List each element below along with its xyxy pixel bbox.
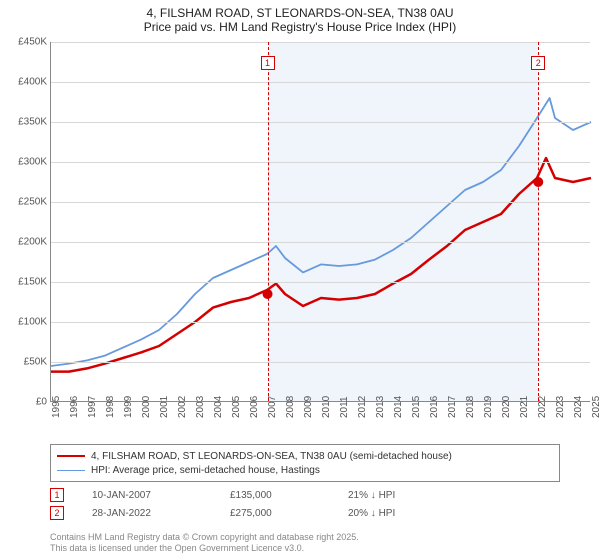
x-axis-label: 2023 <box>555 396 566 418</box>
x-axis-label: 1999 <box>123 396 134 418</box>
x-axis-label: 1997 <box>87 396 98 418</box>
y-axis-label: £50K <box>5 357 47 368</box>
x-axis-label: 2021 <box>519 396 530 418</box>
footer: Contains HM Land Registry data © Crown c… <box>50 532 359 554</box>
legend-swatch-1 <box>57 455 85 457</box>
legend-swatch-2 <box>57 470 85 471</box>
x-axis-label: 2012 <box>357 396 368 418</box>
event-table: 1 10-JAN-2007 £135,000 21% ↓ HPI 2 28-JA… <box>50 486 395 522</box>
x-axis-label: 2025 <box>591 396 600 418</box>
x-axis-label: 2014 <box>393 396 404 418</box>
y-axis-label: £200K <box>5 237 47 248</box>
y-axis-label: £0 <box>5 397 47 408</box>
x-axis-label: 2006 <box>249 396 260 418</box>
x-axis-label: 2003 <box>195 396 206 418</box>
legend-row-2: HPI: Average price, semi-detached house,… <box>57 463 553 477</box>
x-axis-label: 2013 <box>375 396 386 418</box>
event-marker-box: 2 <box>531 56 545 70</box>
legend-row-1: 4, FILSHAM ROAD, ST LEONARDS-ON-SEA, TN3… <box>57 449 553 463</box>
event-marker-2: 2 <box>50 506 64 520</box>
y-axis-label: £100K <box>5 317 47 328</box>
x-axis-label: 2018 <box>465 396 476 418</box>
x-axis-label: 2020 <box>501 396 512 418</box>
title-line-2: Price paid vs. HM Land Registry's House … <box>0 20 600 34</box>
legend: 4, FILSHAM ROAD, ST LEONARDS-ON-SEA, TN3… <box>50 444 560 482</box>
footer-line-1: Contains HM Land Registry data © Crown c… <box>50 532 359 543</box>
x-axis-label: 2016 <box>429 396 440 418</box>
y-axis-label: £450K <box>5 37 47 48</box>
x-axis-label: 2001 <box>159 396 170 418</box>
event-date-1: 10-JAN-2007 <box>92 490 202 501</box>
event-row-1: 1 10-JAN-2007 £135,000 21% ↓ HPI <box>50 486 395 504</box>
x-axis-label: 2002 <box>177 396 188 418</box>
x-axis-label: 1996 <box>69 396 80 418</box>
x-axis-label: 2010 <box>321 396 332 418</box>
y-axis-label: £250K <box>5 197 47 208</box>
title-line-1: 4, FILSHAM ROAD, ST LEONARDS-ON-SEA, TN3… <box>0 6 600 20</box>
chart-title: 4, FILSHAM ROAD, ST LEONARDS-ON-SEA, TN3… <box>0 0 600 34</box>
x-axis-label: 2024 <box>573 396 584 418</box>
event-delta-1: 21% ↓ HPI <box>348 490 395 501</box>
x-axis-label: 2004 <box>213 396 224 418</box>
chart-area: £0£50K£100K£150K£200K£250K£300K£350K£400… <box>50 42 590 402</box>
x-axis-label: 2005 <box>231 396 242 418</box>
x-axis-label: 2015 <box>411 396 422 418</box>
x-axis-label: 2019 <box>483 396 494 418</box>
x-axis-label: 1995 <box>51 396 62 418</box>
event-delta-2: 20% ↓ HPI <box>348 508 395 519</box>
legend-label-1: 4, FILSHAM ROAD, ST LEONARDS-ON-SEA, TN3… <box>91 451 452 462</box>
y-axis-label: £400K <box>5 77 47 88</box>
x-axis-label: 2008 <box>285 396 296 418</box>
event-price-2: £275,000 <box>230 508 320 519</box>
footer-line-2: This data is licensed under the Open Gov… <box>50 543 359 554</box>
event-date-2: 28-JAN-2022 <box>92 508 202 519</box>
x-axis-label: 2011 <box>339 396 350 418</box>
x-axis-label: 2007 <box>267 396 278 418</box>
y-axis-label: £350K <box>5 117 47 128</box>
legend-label-2: HPI: Average price, semi-detached house,… <box>91 465 320 476</box>
event-row-2: 2 28-JAN-2022 £275,000 20% ↓ HPI <box>50 504 395 522</box>
y-axis-label: £150K <box>5 277 47 288</box>
event-marker-1: 1 <box>50 488 64 502</box>
event-marker-box: 1 <box>261 56 275 70</box>
x-axis-label: 2009 <box>303 396 314 418</box>
y-axis-label: £300K <box>5 157 47 168</box>
x-axis-label: 1998 <box>105 396 116 418</box>
event-price-1: £135,000 <box>230 490 320 501</box>
x-axis-label: 2017 <box>447 396 458 418</box>
x-axis-label: 2000 <box>141 396 152 418</box>
plot-svg <box>51 42 590 401</box>
